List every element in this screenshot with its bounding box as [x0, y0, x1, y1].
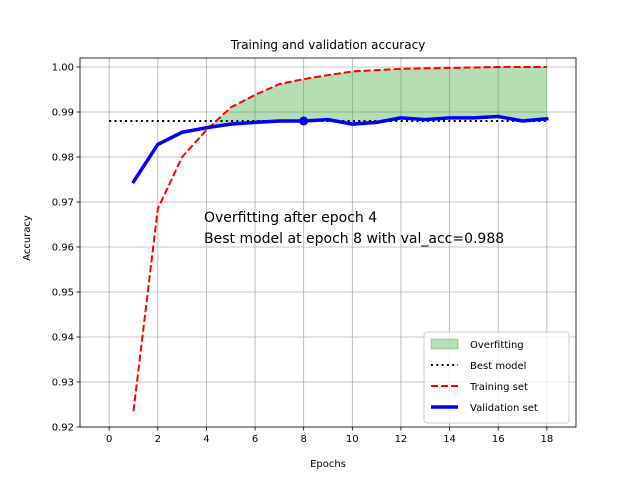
x-tick-label: 8	[300, 434, 306, 445]
overfitting-area	[206, 67, 547, 130]
y-axis-label: Accuracy	[22, 215, 33, 261]
annotation-overfitting: Overfitting after epoch 4	[204, 210, 377, 226]
x-tick-label: 14	[443, 434, 456, 445]
legend-label-overfitting: Overfitting	[470, 340, 524, 351]
y-tick-label: 0.92	[52, 423, 74, 434]
best-model-point	[299, 116, 309, 126]
x-axis-label: Epochs	[310, 459, 346, 470]
plot-frame	[79, 57, 577, 428]
chart-title: Training and validation accuracy	[230, 38, 426, 52]
x-tick-label: 10	[346, 434, 359, 445]
axes	[79, 57, 577, 428]
legend-swatch-overfitting	[430, 338, 459, 350]
y-tick-label: 0.98	[52, 153, 74, 164]
x-tick-label: 18	[540, 434, 553, 445]
y-tick-label: 1.00	[52, 63, 74, 74]
legend-label-validation: Validation set	[470, 403, 538, 414]
x-tick-label: 6	[252, 434, 258, 445]
validation-series-line	[131, 114, 549, 184]
annotation-best-model: Best model at epoch 8 with val_acc=0.988	[204, 231, 504, 247]
series-layer	[109, 66, 549, 412]
training-series-line	[132, 66, 547, 412]
y-tick-label: 0.94	[52, 333, 74, 344]
y-tick-label: 0.96	[52, 243, 74, 254]
y-tick-label: 0.95	[52, 288, 74, 299]
x-tick-label: 16	[492, 434, 505, 445]
legend-label-best-model: Best model	[470, 361, 526, 372]
legend-label-training: Training set	[469, 382, 528, 393]
x-tick-label: 12	[395, 434, 408, 445]
x-ticks: 0 2 4 6 8 10 12 14 16 18	[106, 427, 553, 445]
y-ticks: 0.92 0.93 0.94 0.95 0.96 0.97 0.98 0.99 1.00	[52, 63, 80, 434]
legend: Overfitting Best model Training set Vali…	[423, 331, 570, 424]
overfitting-fill	[206, 67, 547, 130]
y-tick-label: 0.97	[52, 198, 74, 209]
x-tick-label: 2	[155, 434, 161, 445]
y-tick-label: 0.93	[52, 378, 74, 389]
x-tick-label: 0	[106, 434, 112, 445]
x-tick-label: 4	[203, 434, 209, 445]
legend-box	[423, 331, 570, 424]
y-tick-label: 0.99	[52, 108, 74, 119]
